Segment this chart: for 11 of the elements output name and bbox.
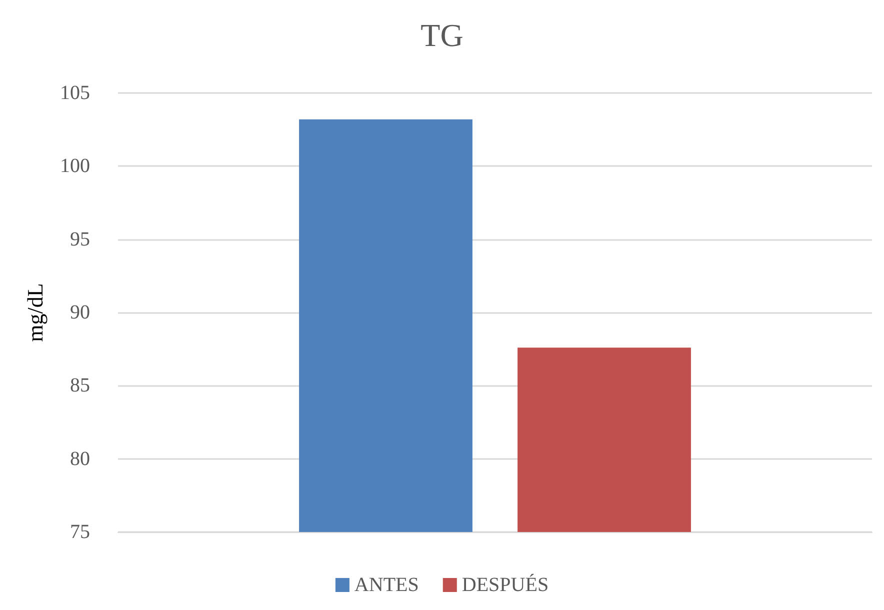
y-tick-label: 95 xyxy=(70,228,90,250)
y-tick-label: 90 xyxy=(70,302,90,324)
y-tick-label: 105 xyxy=(60,82,90,104)
y-tick-label: 100 xyxy=(60,155,90,178)
legend-label: DESPUÉS xyxy=(462,573,549,596)
y-tick-label: 85 xyxy=(70,374,90,397)
y-axis-title: mg/dL xyxy=(22,283,48,342)
y-tick-label: 75 xyxy=(70,521,90,543)
y-tick-label: 80 xyxy=(70,448,90,470)
chart-title: TG xyxy=(420,17,464,53)
legend-label: ANTES xyxy=(354,574,419,596)
